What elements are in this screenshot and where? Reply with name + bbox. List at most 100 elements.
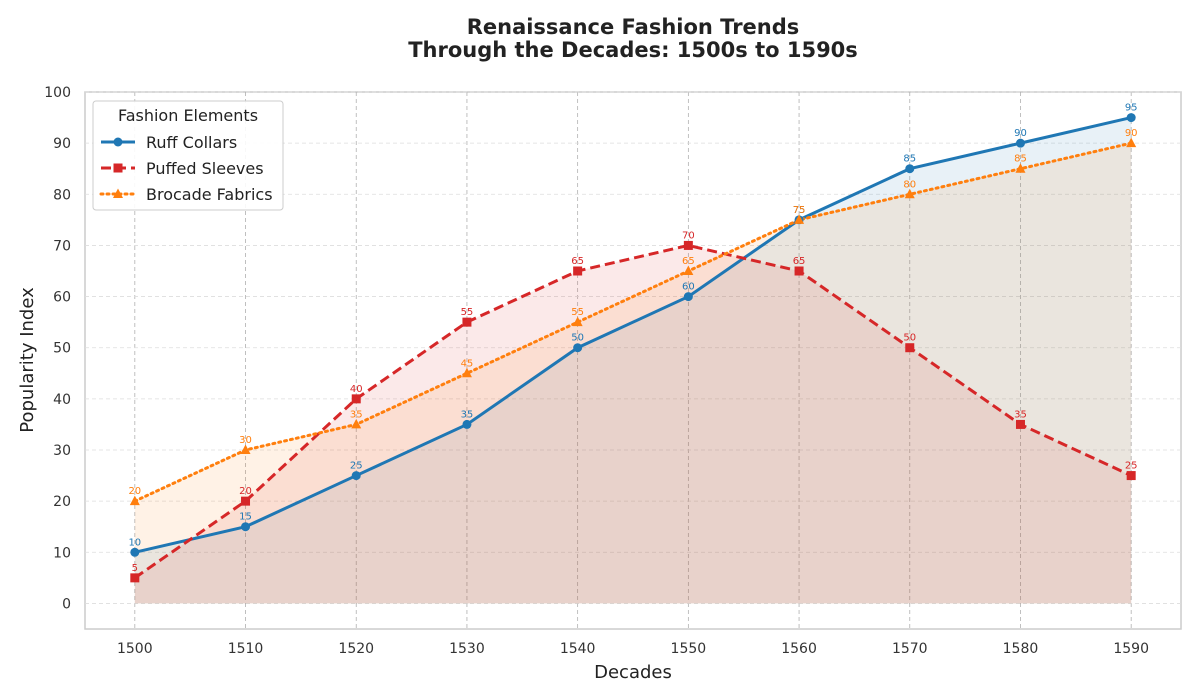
y-tick-label: 0: [62, 596, 71, 612]
data-label: 55: [571, 307, 584, 318]
data-label: 40: [350, 384, 363, 395]
x-tick-label: 1590: [1113, 641, 1149, 657]
data-label: 75: [793, 205, 806, 216]
x-axis-ticks: 1500 1510 1520 1530 1540 1550 1560 1570 1580 1590: [117, 641, 1149, 657]
data-point: [794, 214, 805, 224]
legend-box: [92, 100, 284, 211]
series-line-2: [133, 141, 1133, 503]
data-point: [240, 444, 251, 454]
x-tick-label: 1550: [671, 641, 707, 657]
data-label: 25: [1125, 461, 1138, 472]
data-label: 85: [903, 154, 916, 165]
series-markers: [129, 113, 1137, 583]
series-line-1: [133, 243, 1132, 580]
series-lines: [133, 116, 1133, 580]
data-label: 65: [682, 256, 695, 267]
series-fill-0: [134, 117, 1132, 604]
data-label: 50: [903, 333, 916, 344]
series-fill-1: [134, 245, 1132, 604]
series-fills: [134, 117, 1132, 604]
data-point: [573, 343, 583, 353]
data-point: [351, 418, 362, 429]
legend-marker: [113, 188, 123, 198]
data-point: [351, 394, 361, 404]
y-tick-label: 20: [53, 494, 71, 510]
x-tick-label: 1560: [781, 641, 817, 657]
series-fill-2: [134, 143, 1132, 604]
y-tick-label: 100: [44, 85, 71, 101]
data-label: 95: [1125, 103, 1138, 114]
data-label: 70: [682, 230, 695, 241]
x-tick-label: 1540: [560, 641, 596, 657]
y-tick-label: 40: [53, 392, 71, 408]
data-label: 25: [350, 461, 363, 472]
data-label: 90: [1014, 128, 1027, 139]
data-point: [683, 240, 693, 250]
data-point: [1015, 419, 1025, 429]
y-axis-ticks: 0 10 20 30 40 50 60 70 80 90 100: [44, 85, 71, 612]
data-point: [462, 419, 472, 429]
data-point: [683, 292, 693, 302]
data-point: [905, 164, 915, 174]
data-point: [351, 471, 361, 481]
data-point: [129, 495, 140, 506]
y-tick-label: 50: [53, 341, 71, 357]
data-point: [1015, 138, 1025, 148]
grid: [85, 91, 1181, 629]
legend-marker: [113, 163, 123, 173]
y-tick-label: 70: [53, 238, 71, 254]
data-point: [1126, 471, 1136, 481]
data-point: [683, 265, 694, 275]
chart-title-line-2: Through the Decades: 1500s to 1590s: [408, 38, 858, 62]
data-label: 35: [461, 409, 474, 420]
y-tick-label: 10: [53, 545, 71, 561]
x-tick-label: 1520: [338, 641, 374, 657]
series-line-0: [134, 116, 1132, 554]
data-point: [1015, 163, 1026, 173]
data-label: 30: [239, 435, 252, 446]
data-point: [241, 496, 251, 506]
data-labels: 10 15 25 35 50 60 75 85 90 95 5 20 40 55 65 70 65 50 35 25 2…: [128, 103, 1137, 574]
x-tick-label: 1530: [449, 641, 485, 657]
data-point: [794, 266, 804, 276]
legend-title: Fashion Elements: [118, 106, 258, 125]
data-label: 35: [350, 409, 363, 420]
y-tick-label: 30: [53, 443, 71, 459]
data-label: 20: [239, 486, 252, 497]
data-label: 35: [1014, 409, 1027, 420]
data-point: [1126, 113, 1136, 123]
data-point: [904, 188, 915, 199]
data-point: [905, 343, 915, 353]
x-tick-label: 1580: [1003, 641, 1039, 657]
x-tick-label: 1570: [892, 641, 928, 657]
y-axis-label: Popularity Index: [17, 287, 38, 433]
legend-items: Ruff Collars Puffed Sleeves Brocade Fabric…: [99, 133, 273, 204]
y-tick-label: 60: [53, 290, 71, 306]
data-label: 15: [239, 512, 252, 523]
data-point: [462, 317, 472, 327]
data-label: 75: [793, 205, 806, 216]
data-point: [461, 367, 472, 378]
x-tick-label: 1500: [117, 641, 153, 657]
data-label: 10: [128, 537, 141, 548]
data-label: 55: [461, 307, 474, 318]
data-label: 50: [571, 333, 584, 344]
data-label: 90: [1125, 128, 1138, 139]
data-label: 45: [461, 358, 474, 369]
data-label: 60: [682, 282, 695, 293]
data-label: 20: [128, 486, 141, 497]
data-label: 80: [903, 179, 916, 190]
legend-label-1: Puffed Sleeves: [146, 159, 264, 178]
data-point: [241, 522, 251, 532]
data-point: [130, 573, 140, 583]
y-tick-label: 90: [53, 136, 71, 152]
data-point: [1126, 137, 1137, 148]
data-point: [130, 547, 140, 557]
data-point: [573, 266, 583, 276]
x-tick-label: 1510: [228, 641, 264, 657]
legend-marker: [113, 137, 123, 147]
data-label: 65: [793, 256, 806, 267]
data-label: 5: [132, 563, 138, 574]
legend-label-2: Brocade Fabrics: [146, 185, 273, 204]
